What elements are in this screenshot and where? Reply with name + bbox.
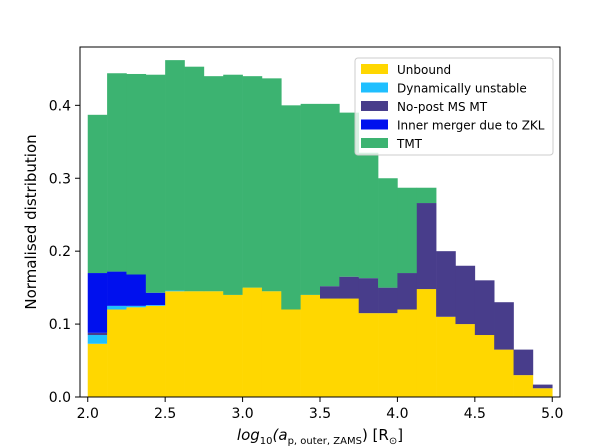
bar-no-post-ms-mt-17 xyxy=(416,203,437,290)
x-axis: 2.0 2.5 3.0 3.5 4.0 4.5 5.0 xyxy=(77,397,563,422)
bar-unbound-3 xyxy=(145,305,166,397)
bar-tmt-4 xyxy=(165,60,185,291)
legend-label: Inner merger due to ZKL xyxy=(397,119,545,133)
bar-tmt-14 xyxy=(358,152,379,279)
bar-unbound-2 xyxy=(126,307,147,397)
y-tick-label: 0.2 xyxy=(49,244,71,260)
bar-no-post-ms-mt-12 xyxy=(320,286,340,299)
bar-dynamically-unstable-1 xyxy=(107,305,127,310)
bar-unbound-17 xyxy=(416,289,437,397)
bar-inner-merger-due-to-zkl-2 xyxy=(126,274,147,306)
bar-unbound-21 xyxy=(494,349,514,397)
bar-unbound-11 xyxy=(300,294,321,397)
bar-no-post-ms-mt-20 xyxy=(474,280,495,336)
bar-no-post-ms-mt-19 xyxy=(455,265,476,325)
bar-inner-merger-due-to-zkl-3 xyxy=(145,292,166,306)
bar-unbound-10 xyxy=(281,309,301,397)
x-axis-label: log10(ap, outer, ZAMS) [R⊙] xyxy=(237,426,403,447)
x-tick-label: 4.5 xyxy=(464,406,486,422)
bar-unbound-22 xyxy=(513,375,534,398)
legend-swatch xyxy=(361,64,388,74)
legend-swatch xyxy=(361,119,388,130)
y-axis-label: Normalised distribution xyxy=(22,134,40,309)
bar-tmt-1 xyxy=(107,73,127,272)
bar-tmt-3 xyxy=(145,74,166,293)
bar-unbound-5 xyxy=(184,291,205,397)
y-tick-label: 0.3 xyxy=(49,171,71,187)
bar-unbound-1 xyxy=(107,309,127,397)
bar-tmt-6 xyxy=(203,76,224,292)
bar-tmt-10 xyxy=(281,105,301,310)
bar-no-post-ms-mt-15 xyxy=(378,287,398,314)
bar-unbound-8 xyxy=(242,287,263,398)
bar-unbound-4 xyxy=(165,291,185,397)
bar-unbound-19 xyxy=(455,324,476,397)
bar-dynamically-unstable-2 xyxy=(126,305,147,308)
bar-layer xyxy=(87,60,553,398)
bar-tmt-17 xyxy=(416,187,437,204)
bar-unbound-20 xyxy=(474,335,495,397)
bar-dynamically-unstable-3 xyxy=(145,305,166,306)
bar-tmt-5 xyxy=(184,66,205,292)
bar-unbound-12 xyxy=(320,298,340,397)
x-tick-label: 4.0 xyxy=(386,406,408,422)
bar-tmt-11 xyxy=(300,103,321,295)
y-tick-label: 0.0 xyxy=(49,390,71,406)
bar-tmt-16 xyxy=(397,187,418,274)
bar-tmt-2 xyxy=(126,73,147,275)
bar-inner-merger-due-to-zkl-1 xyxy=(107,271,127,306)
bar-dynamically-unstable-0 xyxy=(87,335,108,344)
x-tick-label: 5.0 xyxy=(541,406,563,422)
bar-tmt-13 xyxy=(339,112,359,277)
bar-no-post-ms-mt-13 xyxy=(339,276,359,299)
y-axis: 0.0 0.1 0.2 0.3 0.4 xyxy=(49,98,80,406)
bar-unbound-23 xyxy=(532,388,553,397)
bar-unbound-13 xyxy=(339,298,359,397)
bar-tmt-15 xyxy=(378,178,398,288)
bar-tmt-7 xyxy=(223,74,243,295)
bar-no-post-ms-mt-16 xyxy=(397,273,418,310)
legend-swatch xyxy=(361,101,388,111)
bar-no-post-ms-mt-21 xyxy=(494,302,514,350)
legend-items: Unbound Dynamically unstable No-post MS MT… xyxy=(361,63,545,151)
legend-swatch xyxy=(361,138,388,148)
bar-dynamically-unstable-4 xyxy=(165,290,185,292)
bar-no-post-ms-mt-14 xyxy=(358,278,379,314)
bar-unbound-7 xyxy=(223,294,243,397)
bar-unbound-6 xyxy=(203,291,224,397)
bar-tmt-9 xyxy=(261,78,282,292)
bar-tmt-8 xyxy=(242,76,263,288)
legend-box xyxy=(354,57,554,156)
legend-label: TMT xyxy=(396,137,423,151)
x-tick-label: 2.5 xyxy=(154,406,176,422)
legend-label: No-post MS MT xyxy=(397,100,488,114)
bar-no-post-ms-mt-0 xyxy=(87,332,108,336)
bar-inner-merger-due-to-zkl-0 xyxy=(87,273,108,333)
legend-swatch xyxy=(361,82,388,93)
bar-unbound-15 xyxy=(378,313,398,397)
x-tick-label: 3.0 xyxy=(231,406,253,422)
bar-no-post-ms-mt-22 xyxy=(513,349,534,376)
bar-unbound-0 xyxy=(87,343,108,397)
bar-unbound-16 xyxy=(397,309,418,397)
bar-no-post-ms-mt-18 xyxy=(436,251,456,317)
bar-unbound-9 xyxy=(261,291,282,397)
legend: Unbound Dynamically unstable No-post MS MT… xyxy=(354,57,554,156)
bar-tmt-0 xyxy=(87,114,108,274)
legend-label: Unbound xyxy=(397,63,451,77)
x-tick-label: 3.5 xyxy=(309,406,331,422)
bar-tmt-12 xyxy=(320,103,340,287)
bar-no-post-ms-mt-23 xyxy=(532,384,553,389)
bar-unbound-18 xyxy=(436,316,456,397)
x-tick-label: 2.0 xyxy=(77,406,99,422)
y-tick-label: 0.4 xyxy=(49,98,71,114)
bar-unbound-14 xyxy=(358,313,379,397)
y-tick-label: 0.1 xyxy=(49,317,71,333)
legend-label: Dynamically unstable xyxy=(397,82,527,96)
